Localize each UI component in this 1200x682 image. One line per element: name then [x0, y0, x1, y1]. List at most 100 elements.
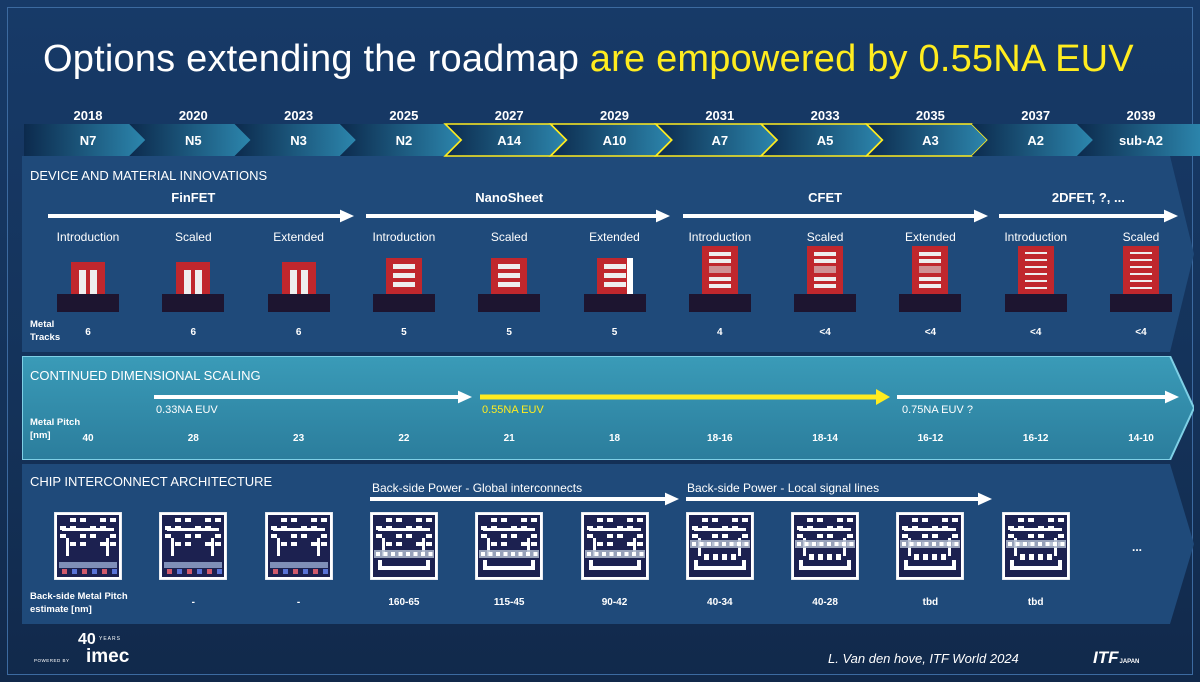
- cfet-device-icon: [688, 246, 751, 312]
- metal-pitch-value: 14-10: [1128, 433, 1154, 444]
- bs-metal-pitch-value: 160-65: [388, 597, 420, 608]
- metal-pitch-value: 28: [187, 433, 199, 444]
- twod-device-icon: [1004, 246, 1067, 312]
- finfet-device-icon: [162, 262, 225, 312]
- metal-pitch-value: 40: [82, 433, 94, 444]
- bs-pitch-label-2: estimate [nm]: [30, 604, 92, 615]
- timeline-year: 2025: [389, 108, 419, 123]
- timeline-node-label: N7: [80, 133, 97, 148]
- citation: L. Van den hove, ITF World 2024: [828, 651, 1019, 666]
- timeline-node-label: A3: [922, 133, 939, 148]
- metal-pitch-label-2: [nm]: [30, 430, 51, 441]
- bsp-local-label: Back-side Power - Local signal lines: [687, 481, 880, 495]
- device-stage-label: Extended: [905, 230, 956, 244]
- timeline-year: 2018: [73, 108, 103, 123]
- timeline-node-label: N2: [396, 133, 413, 148]
- metal-pitch-value: 18-16: [707, 433, 733, 444]
- interconnect-structure-icon: [264, 512, 333, 580]
- device-family-heading: FinFET: [171, 190, 216, 205]
- interconnect-section-title: CHIP INTERCONNECT ARCHITECTURE: [30, 474, 273, 489]
- bs-metal-pitch-value: tbd: [922, 597, 939, 608]
- timeline-node-label: A2: [1027, 133, 1044, 148]
- timeline-year: 2027: [494, 108, 524, 123]
- logo-forty: 40: [78, 631, 96, 648]
- timeline-chevron: [548, 123, 673, 157]
- bsp-global-label: Back-side Power - Global interconnects: [372, 481, 583, 495]
- timeline-chevron: [864, 123, 989, 157]
- metal-tracks-label: Metal Tracks: [30, 318, 60, 344]
- timeline-chevron: [653, 123, 779, 157]
- timeline-year: 2023: [284, 108, 314, 123]
- forksheet-device-icon: [583, 258, 646, 312]
- timeline-node-label: A7: [711, 133, 728, 148]
- timeline-year: 2035: [915, 108, 945, 123]
- bs-metal-pitch-value: 40-34: [707, 597, 733, 608]
- interconnect-structure-icon: [369, 512, 438, 580]
- metal-pitch-value: 23: [293, 433, 305, 444]
- timeline-chevron: [759, 123, 884, 157]
- bs-metal-pitch-value: -: [191, 597, 195, 608]
- device-family-heading: 2DFET, ?, ...: [1051, 190, 1125, 205]
- bs-metal-pitch-value: 90-42: [601, 597, 628, 608]
- cfet-device-icon: [794, 246, 857, 312]
- bs-metal-pitch-value: 115-45: [493, 597, 525, 608]
- metal-track-value: 6: [190, 327, 197, 338]
- timeline-year: 2029: [600, 108, 629, 123]
- cfet-device-icon: [899, 246, 962, 312]
- logo-imec: imec: [86, 646, 130, 667]
- device-section-title: DEVICE AND MATERIAL INNOVATIONS: [30, 168, 268, 183]
- interconnect-structure-icon: [896, 512, 965, 580]
- interconnect-structure-icon: [475, 512, 544, 580]
- logo-years: YEARS: [99, 636, 121, 642]
- device-stage-label: Scaled: [806, 230, 844, 244]
- device-family-heading: CFET: [808, 190, 843, 205]
- interconnect-structure-icon: [685, 512, 754, 580]
- device-stage-label: Scaled: [1122, 230, 1160, 244]
- metal-pitch-label-1: Metal Pitch: [30, 417, 81, 428]
- metal-pitch-value: 18-14: [812, 433, 838, 444]
- metal-track-value: 5: [401, 327, 407, 338]
- interconnect-structure-icon: [1001, 512, 1070, 580]
- metal-tracks-label-2: Tracks: [30, 332, 61, 343]
- metal-track-value: <4: [924, 327, 937, 338]
- metal-pitch-value: 22: [398, 433, 410, 444]
- finfet-device-icon: [57, 262, 119, 312]
- metal-track-value: <4: [1029, 327, 1042, 338]
- timeline-year: 2031: [705, 108, 735, 123]
- timeline-node-label: A10: [603, 133, 627, 148]
- interconnect-structure-icon: [159, 512, 228, 580]
- device-stage-label: Introduction: [688, 230, 752, 244]
- euv-055-label: 0.55NA EUV: [482, 404, 544, 416]
- device-stage-label: Extended: [589, 230, 640, 244]
- interconnect-structure-icon: [54, 512, 122, 580]
- metal-pitch-value: 16-12: [1022, 433, 1049, 444]
- metal-track-value: 6: [85, 327, 91, 338]
- slide-title: Options extending the roadmap are empowe…: [43, 38, 1134, 81]
- timeline-chevron: [24, 124, 146, 156]
- device-stage-label: Scaled: [174, 230, 212, 244]
- timeline-chevron: [1077, 124, 1200, 156]
- itf-logo: ITFJAPAN: [1093, 648, 1139, 668]
- timeline-node-label: N3: [290, 133, 307, 148]
- timeline-chevron: [339, 124, 462, 156]
- metal-track-value: <4: [1135, 327, 1147, 338]
- device-family-heading: NanoSheet: [475, 190, 544, 205]
- device-stage-label: Introduction: [1004, 230, 1068, 244]
- bs-metal-pitch-value: tbd: [1027, 597, 1044, 608]
- nanosheet-device-icon: [372, 258, 435, 312]
- itf-logo-sub: JAPAN: [1119, 659, 1140, 665]
- timeline-year: 2037: [1021, 108, 1051, 123]
- metal-track-value: 4: [717, 327, 723, 338]
- bs-pitch-label: Back-side Metal Pitch estimate [nm]: [30, 590, 128, 616]
- metal-track-value: <4: [819, 327, 831, 338]
- interconnect-structure-icon: [791, 512, 860, 580]
- imec-logo: 40 YEARS imec POWERED BY: [34, 631, 144, 671]
- logo-powered: POWERED BY: [34, 658, 70, 663]
- timeline-year: 2033: [810, 108, 840, 123]
- device-stage-label: Scaled: [490, 230, 528, 244]
- interconnect-structure-icon: [580, 512, 649, 580]
- device-stage-label: Introduction: [372, 230, 436, 244]
- interconnect-ellipsis: ...: [1131, 540, 1143, 554]
- metal-tracks-label-1: Metal: [30, 319, 55, 330]
